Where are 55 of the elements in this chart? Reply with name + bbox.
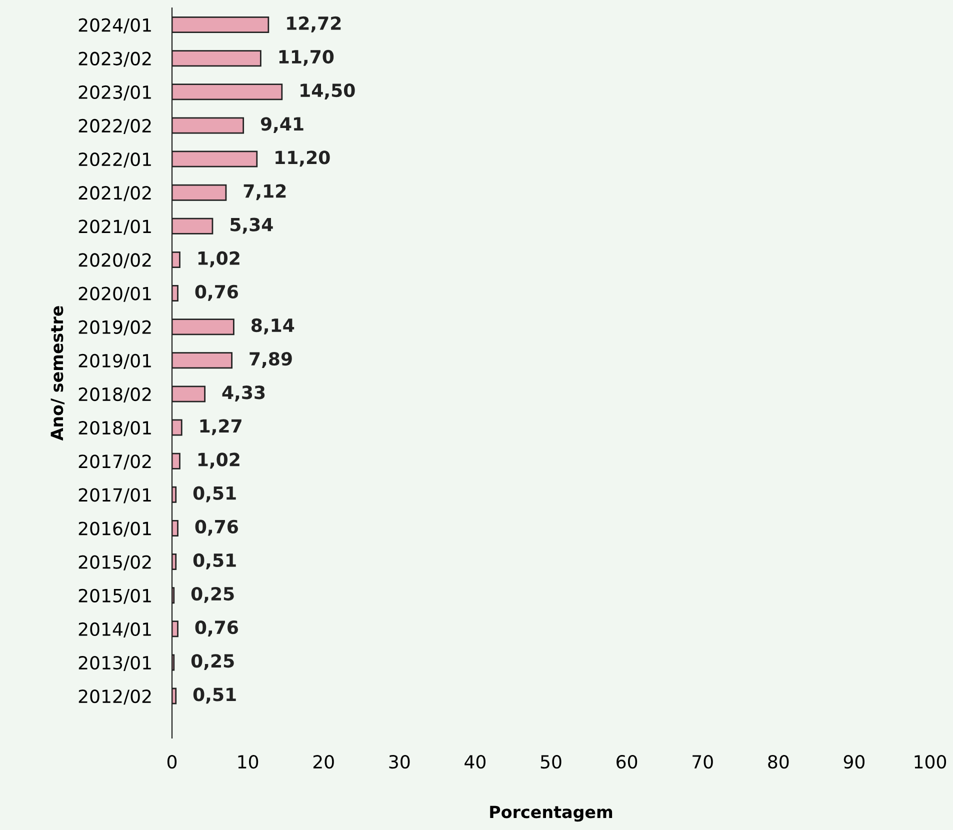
data-label: 0,51 [193,486,236,502]
data-label: 8,14 [251,318,294,334]
y-tick-label: 2022/01 [78,152,151,168]
data-label: 11,70 [279,50,334,66]
x-tick-label: 80 [768,754,789,769]
y-tick-label: 2020/02 [78,253,151,268]
x-axis-title: Porcentagem [490,806,612,822]
data-label: 12,72 [287,16,341,32]
y-axis-title: Ano/ semestre [50,306,65,441]
y-tick-label: 2019/02 [78,320,151,336]
data-label: 1,02 [198,251,240,268]
y-tick-label: 2018/01 [78,421,151,436]
data-label: 1,02 [198,452,240,469]
y-tick-label: 2024/01 [78,18,151,34]
data-label: 0,76 [195,620,238,636]
y-tick-label: 2023/01 [78,85,151,100]
x-tick-label: 100 [914,754,946,769]
x-tick-label: 50 [540,754,562,769]
data-label: 4,33 [222,386,265,402]
data-label: 11,20 [276,150,330,167]
y-tick-label: 2016/01 [78,522,151,537]
y-tick-label: 2021/02 [78,186,151,202]
y-tick-label: 2018/02 [78,387,151,403]
data-label: 5,34 [230,218,273,234]
x-tick-label: 90 [844,754,864,769]
x-tick-label: 70 [692,754,713,769]
y-tick-label: 2023/02 [78,52,151,67]
data-label: 0,25 [191,654,234,670]
data-label: 14,50 [300,83,355,100]
x-tick-label: 10 [238,754,258,769]
data-label: 7,12 [244,184,286,200]
data-label: 0,76 [195,520,238,536]
data-label: 7,89 [250,352,292,368]
y-tick-label: 2014/01 [78,622,151,638]
data-label: 1,27 [200,419,242,436]
data-label: 9,41 [260,117,304,134]
y-tick-label: 2015/02 [78,555,151,570]
y-tick-label: 2013/01 [78,656,151,672]
data-label: 0,51 [193,688,236,704]
x-tick-label: 40 [464,754,486,769]
y-tick-label: 2015/01 [78,588,151,604]
x-tick-label: 60 [616,754,638,769]
y-tick-label: 2012/02 [78,690,151,705]
y-tick-label: 2021/01 [78,220,151,235]
x-tick-label: 20 [313,754,334,769]
data-label: 0,25 [191,586,234,603]
y-tick-label: 2022/02 [78,118,151,134]
y-tick-label: 2020/01 [78,286,151,302]
x-tick-label: 0 [167,754,177,769]
x-tick-label: 30 [389,754,410,769]
y-tick-label: 2017/01 [78,488,151,504]
y-tick-label: 2019/01 [78,354,151,369]
data-label: 0,51 [193,553,236,570]
data-label: 0,76 [195,284,238,301]
y-tick-label: 2017/02 [78,454,151,470]
